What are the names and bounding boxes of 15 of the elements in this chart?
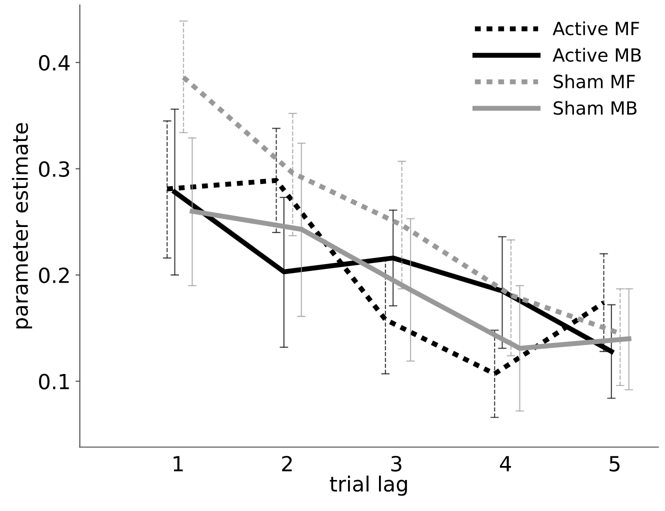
x-tick-label: 4 [500,456,511,472]
x-tick-label: 2 [282,456,292,472]
y-axis-title: parameter estimate [12,123,32,328]
x-tick-label: 3 [391,456,402,472]
y-tick-label: 0.1 [39,374,69,390]
legend-label: Active MB [552,48,641,62]
legend-label: Sham MF [554,74,635,88]
legend-label: Active MF [552,21,640,36]
legend-label: Sham MB [554,100,637,115]
x-axis-title: trial lag [330,476,407,496]
y-tick-label: 0.2 [39,267,69,284]
x-tick-label: 1 [174,456,183,472]
x-tick-label: 5 [610,456,620,472]
y-tick-label: 0.4 [39,54,70,71]
y-tick-label: 0.3 [39,161,70,177]
